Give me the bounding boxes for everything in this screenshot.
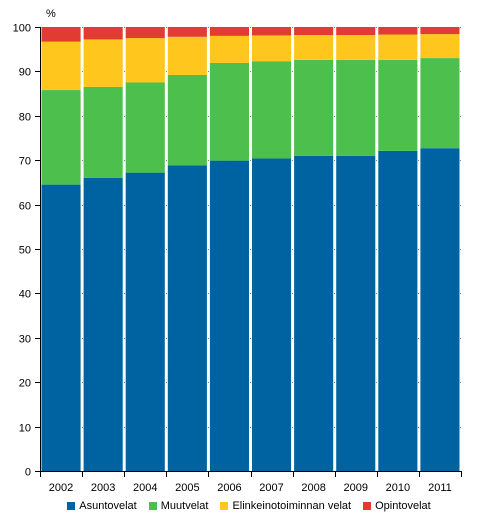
bar-segment bbox=[41, 184, 81, 471]
y-tick-label: 100 bbox=[13, 23, 31, 35]
x-tick-label: 2007 bbox=[259, 482, 283, 494]
bar-segment bbox=[41, 27, 81, 42]
y-tick-label: 80 bbox=[19, 112, 31, 124]
x-tick-label: 2003 bbox=[91, 482, 115, 494]
y-tick-label: 60 bbox=[19, 201, 31, 213]
bar-segment bbox=[209, 160, 249, 472]
bar-segment bbox=[252, 27, 292, 36]
y-axis-unit-label: % bbox=[46, 8, 56, 20]
bar-segment bbox=[209, 35, 249, 63]
bar-segment bbox=[125, 82, 165, 173]
legend-item-muutvelat: Muutvelat bbox=[148, 500, 209, 512]
legend-swatch bbox=[220, 502, 229, 510]
bar-segment bbox=[420, 27, 460, 35]
bar-segment bbox=[336, 34, 376, 60]
y-tick-label: 20 bbox=[19, 378, 31, 390]
bar-segment bbox=[209, 27, 249, 36]
legend-label: Muutvelat bbox=[160, 500, 209, 512]
legend-item-asuntovelat: Asuntovelat bbox=[67, 500, 137, 512]
y-tick-label: 70 bbox=[19, 156, 31, 168]
y-tick-label: 90 bbox=[19, 67, 31, 79]
bar-segment bbox=[294, 155, 334, 471]
legend-label: Opintovelat bbox=[375, 500, 431, 512]
bar-segment bbox=[336, 155, 376, 471]
bar-segment bbox=[420, 34, 460, 59]
bar-segment bbox=[125, 27, 165, 39]
bar-segment bbox=[167, 165, 207, 471]
bar-segment bbox=[294, 34, 334, 60]
y-tick-label: 0 bbox=[25, 467, 31, 479]
bar-segment bbox=[167, 27, 207, 37]
bar-segment bbox=[83, 177, 123, 471]
x-tick-label: 2010 bbox=[386, 482, 410, 494]
bar-segment bbox=[378, 34, 418, 60]
bar-segment bbox=[252, 158, 292, 471]
legend-label: Asuntovelat bbox=[79, 500, 137, 512]
x-tick-label: 2006 bbox=[217, 482, 241, 494]
x-tick-label: 2005 bbox=[175, 482, 199, 494]
legend-label: Elinkeinotoiminnan velat bbox=[232, 500, 352, 512]
bar-segment bbox=[294, 59, 334, 156]
bar-segment bbox=[294, 27, 334, 35]
y-tick-label: 30 bbox=[19, 334, 31, 346]
legend-item-opintovelat: Opintovelat bbox=[363, 500, 431, 512]
legend-swatch bbox=[148, 502, 157, 510]
legend-item-elinkeinotoiminnan-velat: Elinkeinotoiminnan velat bbox=[220, 500, 351, 512]
bar-segment bbox=[420, 58, 460, 149]
bar-segment bbox=[252, 61, 292, 159]
bar-segment bbox=[125, 172, 165, 471]
bar-segment bbox=[83, 39, 123, 87]
x-tick-label: 2008 bbox=[301, 482, 325, 494]
bar-segment bbox=[83, 27, 123, 40]
legend-swatch bbox=[67, 502, 76, 510]
bar-segment bbox=[167, 74, 207, 166]
x-tick-label: 2009 bbox=[344, 482, 368, 494]
bar-segment bbox=[83, 86, 123, 178]
legend-swatch bbox=[363, 502, 372, 510]
axes: 0 10 20 30 40 50 60 70 80 90 100 2002 2003 2004 2005 20… bbox=[13, 23, 462, 494]
bars bbox=[41, 27, 460, 472]
bar-segment bbox=[125, 38, 165, 83]
x-tick-label: 2004 bbox=[133, 482, 157, 494]
legend: Asuntovelat Muutvelat Elinkeinotoiminnan… bbox=[0, 496, 498, 516]
x-tick-label: 2011 bbox=[428, 482, 452, 494]
bar-segment bbox=[209, 62, 249, 161]
y-tick-label: 10 bbox=[19, 423, 31, 435]
bar-segment bbox=[378, 27, 418, 35]
bar-segment bbox=[252, 35, 292, 62]
bar-segment bbox=[336, 27, 376, 35]
bar-segment bbox=[167, 36, 207, 75]
bar-segment bbox=[336, 59, 376, 156]
gridlines bbox=[40, 27, 461, 428]
y-tick-label: 40 bbox=[19, 289, 31, 301]
y-tick-label: 50 bbox=[19, 245, 31, 257]
bar-segment bbox=[41, 41, 81, 91]
bar-segment bbox=[378, 150, 418, 471]
bar-segment bbox=[420, 148, 460, 471]
bar-segment bbox=[41, 90, 81, 185]
bar-segment bbox=[378, 59, 418, 151]
x-tick-label: 2002 bbox=[49, 482, 73, 494]
